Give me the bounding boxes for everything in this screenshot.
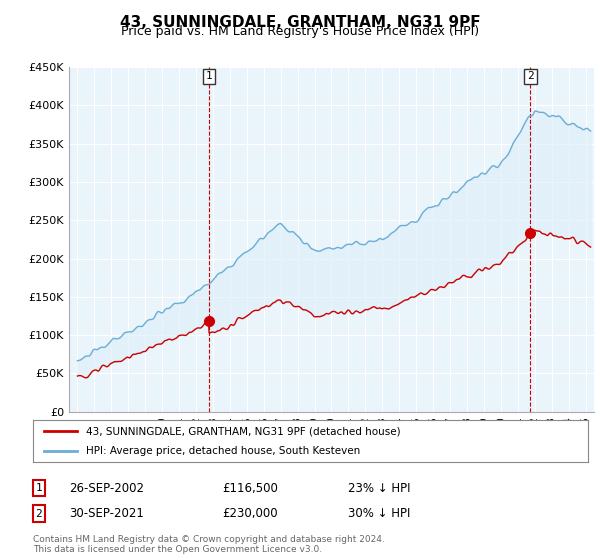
Text: 26-SEP-2002: 26-SEP-2002 xyxy=(69,482,144,495)
Text: Contains HM Land Registry data © Crown copyright and database right 2024.
This d: Contains HM Land Registry data © Crown c… xyxy=(33,535,385,554)
Text: 1: 1 xyxy=(205,71,212,81)
Text: 43, SUNNINGDALE, GRANTHAM, NG31 9PF (detached house): 43, SUNNINGDALE, GRANTHAM, NG31 9PF (det… xyxy=(86,426,400,436)
Text: 2: 2 xyxy=(527,71,534,81)
Text: 30% ↓ HPI: 30% ↓ HPI xyxy=(348,507,410,520)
Text: £116,500: £116,500 xyxy=(222,482,278,495)
Text: 43, SUNNINGDALE, GRANTHAM, NG31 9PF: 43, SUNNINGDALE, GRANTHAM, NG31 9PF xyxy=(119,15,481,30)
Text: HPI: Average price, detached house, South Kesteven: HPI: Average price, detached house, Sout… xyxy=(86,446,360,456)
Text: 23% ↓ HPI: 23% ↓ HPI xyxy=(348,482,410,495)
Text: 1: 1 xyxy=(35,483,43,493)
Text: £230,000: £230,000 xyxy=(222,507,278,520)
Text: 30-SEP-2021: 30-SEP-2021 xyxy=(69,507,144,520)
Text: 2: 2 xyxy=(35,508,43,519)
Text: Price paid vs. HM Land Registry's House Price Index (HPI): Price paid vs. HM Land Registry's House … xyxy=(121,25,479,38)
